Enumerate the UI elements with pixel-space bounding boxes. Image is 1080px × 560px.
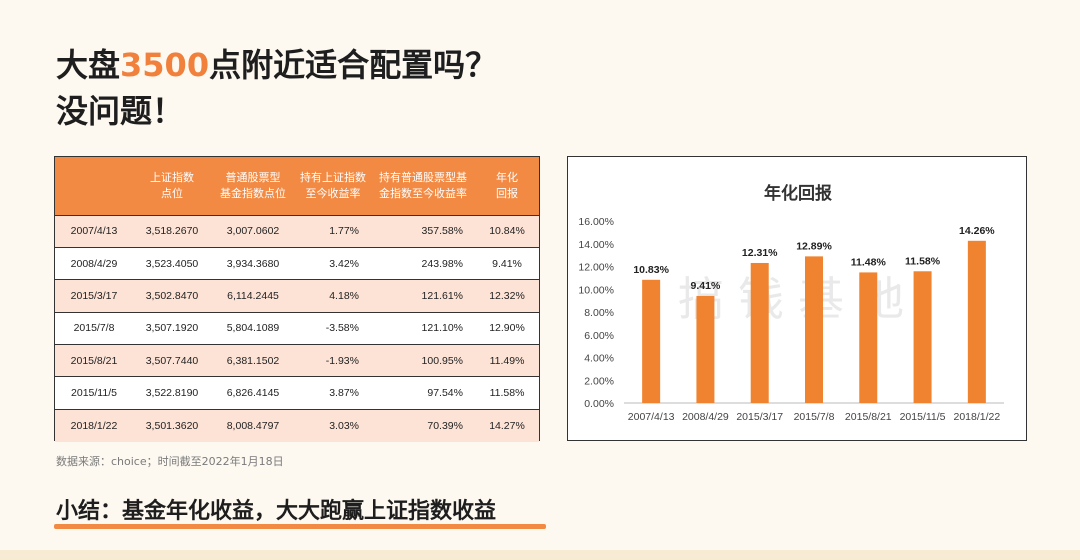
table-cell: 5,804.1089 [211, 311, 295, 345]
table-cell: -1.93% [295, 344, 371, 377]
y-tick-label: 4.00% [584, 353, 614, 365]
bar [805, 256, 823, 403]
column-header: 年化 回报 [496, 170, 518, 200]
table-cell: 3,518.2670 [133, 214, 211, 248]
data-label: 12.89% [796, 240, 832, 252]
y-tick-label: 14.00% [578, 239, 614, 251]
x-tick-label: 2015/3/17 [736, 411, 783, 423]
summary-underline [54, 524, 546, 529]
summary-text: 小结：基金年化收益，大大跑赢上证指数收益 [56, 499, 497, 524]
table-cell: -3.58% [295, 311, 371, 345]
table-cell: 2007/4/13 [55, 214, 133, 248]
chart-title: 年化回报 [764, 183, 832, 204]
table-cell: 8,008.4797 [211, 408, 295, 442]
table-cell: 11.58% [475, 376, 539, 410]
data-source-note: 数据来源：choice；时间截至2022年1月18日 [56, 455, 284, 468]
table-row: 2015/11/5 3,522.8190 6,826.4145 3.87% 97.54%… [55, 376, 539, 410]
returns-table: 上证指数 点位 普通股票型 基金指数点位 持有上证指数 至今收益率 持有普通股票型基 … [54, 156, 540, 442]
table-row: 2015/7/8 3,507.1920 5,804.1089 -3.58% 121.10… [55, 311, 539, 345]
table-cell: 3,522.8190 [133, 376, 211, 410]
title-part2: 点附近适合配置吗？ [209, 46, 498, 84]
table-cell: 3,507.7440 [133, 344, 211, 377]
table-cell: 2015/7/8 [55, 311, 133, 345]
table-cell: 3,934.3680 [211, 246, 295, 280]
table-cell: 6,381.1502 [211, 344, 295, 377]
bar [642, 279, 661, 403]
table-cell: 3,507.1920 [133, 311, 211, 345]
x-tick-label: 2015/8/21 [845, 411, 892, 423]
table-cell: 121.61% [371, 279, 475, 313]
bar [967, 240, 986, 403]
y-tick-label: 0.00% [584, 398, 614, 410]
column-header: 持有普通股票型基 金指数至今收益率 [379, 170, 467, 200]
table-cell: 2015/11/5 [55, 376, 133, 410]
column-header [55, 157, 133, 215]
table-cell: 12.90% [475, 311, 539, 345]
table-cell: 3.42% [295, 246, 371, 280]
x-tick-label: 2007/4/13 [628, 411, 675, 423]
bar [913, 271, 932, 403]
bar [750, 262, 769, 403]
data-label: 11.58% [905, 255, 941, 267]
table-cell: 14.27% [475, 408, 539, 442]
table-cell: 9.41% [475, 246, 539, 280]
table-cell: 70.39% [371, 408, 475, 442]
table-cell: 2018/1/22 [55, 408, 133, 442]
y-tick-label: 16.00% [578, 216, 614, 228]
table-cell: 1.77% [295, 214, 371, 248]
chart-svg: 年化回报搞钱基地0.00%2.00%4.00%6.00%8.00%10.00%1… [578, 183, 1004, 423]
x-tick-label: 2008/4/29 [682, 411, 729, 423]
table-cell: 6,826.4145 [211, 376, 295, 410]
table-cell: 357.58% [371, 214, 475, 248]
table-cell: 4.18% [295, 279, 371, 313]
table-cell: 97.54% [371, 376, 475, 410]
table-header-row: 上证指数 点位 普通股票型 基金指数点位 持有上证指数 至今收益率 持有普通股票型基 … [55, 157, 539, 215]
table-cell: 100.95% [371, 344, 475, 377]
bar [859, 272, 878, 403]
bottom-bar [0, 550, 1080, 560]
annual-return-chart: 年化回报 搞钱基地 0.00% 2.00% 4.00% 6.00% 8.00% 10.00% 1… [567, 156, 1027, 441]
table-cell: 3,523.4050 [133, 246, 211, 280]
table-cell: 3,007.0602 [211, 214, 295, 248]
table-cell: 12.32% [475, 279, 539, 313]
table-cell: 3,501.3620 [133, 408, 211, 442]
y-tick-label: 12.00% [578, 262, 614, 274]
table-cell: 3,502.8470 [133, 279, 211, 313]
data-label: 10.83% [633, 264, 669, 276]
y-tick-label: 6.00% [584, 330, 614, 342]
title-highlight: 3500 [120, 46, 210, 84]
table-cell: 2015/3/17 [55, 279, 133, 313]
bar [696, 295, 715, 403]
y-tick-label: 2.00% [584, 375, 614, 387]
data-label: 12.31% [742, 247, 778, 259]
table-cell: 121.10% [371, 311, 475, 345]
y-tick-label: 10.00% [578, 284, 614, 296]
y-tick-label: 8.00% [584, 307, 614, 319]
table-cell: 3.87% [295, 376, 371, 410]
column-header: 普通股票型 基金指数点位 [220, 170, 286, 200]
table-cell: 3.03% [295, 408, 371, 442]
table-cell: 6,114.2445 [211, 279, 295, 313]
x-tick-label: 2015/7/8 [794, 411, 835, 423]
data-label: 14.26% [959, 225, 995, 237]
table-cell: 10.84% [475, 214, 539, 248]
column-header: 上证指数 点位 [150, 170, 194, 200]
table-cell: 2008/4/29 [55, 246, 133, 280]
data-label: 9.41% [691, 280, 721, 292]
column-header: 持有上证指数 至今收益率 [300, 170, 366, 200]
table-row: 2007/4/13 3,518.2670 3,007.0602 1.77% 357.58… [55, 214, 539, 248]
table-row: 2015/3/17 3,502.8470 6,114.2445 4.18% 121.61… [55, 279, 539, 313]
table-row: 2015/8/21 3,507.7440 6,381.1502 -1.93% 100.9… [55, 344, 539, 377]
title-line2: 没问题！ [56, 92, 185, 130]
table-row: 2018/1/22 3,501.3620 8,008.4797 3.03% 70.39%… [55, 408, 539, 442]
table-row: 2008/4/29 3,523.4050 3,934.3680 3.42% 243.98… [55, 246, 539, 280]
x-tick-label: 2015/11/5 [900, 411, 946, 423]
table-cell: 243.98% [371, 246, 475, 280]
table-cell: 2015/8/21 [55, 344, 133, 377]
page-title: 大盘3500点附近适合配置吗？ 没问题！ [56, 42, 497, 134]
x-tick-label: 2018/1/22 [953, 411, 1000, 423]
title-part1: 大盘 [56, 46, 121, 84]
data-label: 11.48% [851, 256, 887, 268]
table-cell: 11.49% [475, 344, 539, 377]
